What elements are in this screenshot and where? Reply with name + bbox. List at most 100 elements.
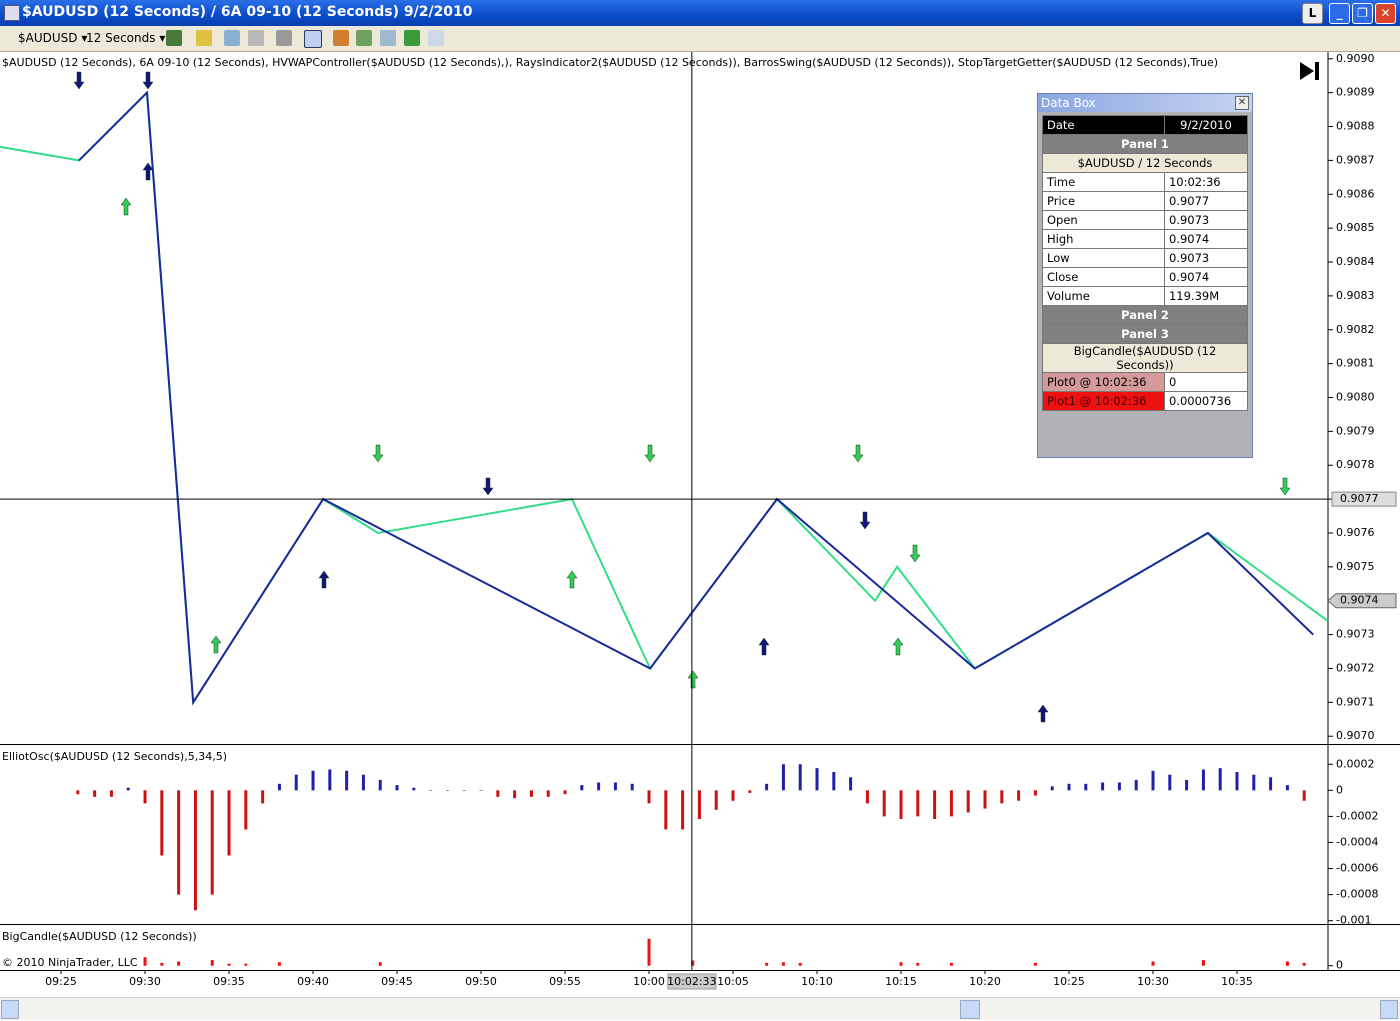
signal-arrow (318, 570, 330, 589)
bar (261, 790, 265, 804)
go-to-end-button[interactable] (1300, 62, 1319, 80)
orders-button[interactable] (404, 30, 420, 46)
panel-title: $AUDUSD (12 Seconds), 6A 09-10 (12 Secon… (2, 56, 1218, 69)
last-price-marker (1327, 593, 1397, 609)
y-tick-label: 0.9072 (1336, 661, 1375, 674)
close-button[interactable]: ✕ (1375, 3, 1396, 24)
field-label: Plot0 @ 10:02:36 (1042, 372, 1165, 392)
date-value: 9/2/2010 (1163, 115, 1249, 135)
bar (613, 782, 617, 791)
field-label: Low (1042, 248, 1165, 268)
bar (1235, 772, 1239, 791)
bar (496, 790, 500, 797)
bar (1285, 785, 1289, 791)
bar (1201, 769, 1205, 791)
bar (479, 790, 483, 791)
bar (798, 962, 802, 966)
bar (664, 790, 668, 830)
bar (765, 783, 769, 791)
databox-button[interactable] (304, 30, 322, 48)
bar (1067, 783, 1071, 791)
crosshair-price-box (1331, 491, 1397, 507)
bar (93, 790, 97, 797)
bar (378, 962, 382, 966)
data-box-table: Date 9/2/2010 Panel 1 $AUDUSD / 12 Second… (1042, 115, 1249, 411)
bar (160, 962, 164, 966)
bar (328, 769, 332, 791)
bar (647, 938, 651, 966)
instrument-dropdown[interactable]: $AUDUSD ▾ (18, 31, 88, 45)
panel-title: BigCandle($AUDUSD (12 Seconds)) (2, 930, 197, 943)
properties-button[interactable] (380, 30, 396, 46)
bar (580, 785, 584, 791)
bar (1269, 777, 1273, 791)
bar (1101, 782, 1105, 791)
bar (832, 772, 836, 791)
bar (983, 790, 987, 809)
bar (76, 790, 80, 795)
x-tick-label: 10:05 (717, 975, 749, 988)
bar (429, 790, 433, 791)
y-tick-label: 0.9089 (1336, 86, 1375, 99)
y-tick-label: -0.0006 (1336, 862, 1378, 875)
link-button[interactable]: L (1302, 3, 1323, 24)
y-tick-label: 0.9075 (1336, 560, 1375, 573)
bar (916, 962, 920, 966)
bar (244, 790, 248, 830)
bar (109, 790, 113, 797)
interval-dropdown[interactable]: 12 Seconds ▾ (86, 31, 166, 45)
panel-header: Panel 1 (1042, 134, 1248, 154)
y-tick-label: 0.9088 (1336, 120, 1375, 133)
signal-arrow (120, 197, 132, 216)
field-value: 0.9077 (1163, 191, 1249, 211)
zoom-in-button[interactable] (224, 30, 240, 46)
field-value: 0.9073 (1163, 248, 1249, 268)
field-value: 0.0000736 (1163, 391, 1249, 411)
zoom-out-button[interactable] (248, 30, 264, 46)
crosshair-button[interactable] (276, 30, 292, 46)
bar (630, 783, 634, 791)
signal-arrow (852, 444, 864, 463)
chart-style-button[interactable] (166, 30, 182, 46)
signal-arrow (892, 637, 904, 656)
bar (697, 790, 701, 820)
y-tick-label: 0 (1336, 959, 1343, 972)
bar (765, 962, 769, 966)
bar (597, 782, 601, 791)
signal-arrow (210, 635, 222, 654)
bar (177, 961, 181, 966)
bar (781, 764, 785, 791)
bar (311, 770, 315, 791)
signal-arrow (758, 637, 770, 656)
x-tick-label: 09:35 (213, 975, 245, 988)
bar (849, 777, 853, 791)
x-tick-label: 09:40 (297, 975, 329, 988)
bar (949, 962, 953, 966)
x-tick-label: 09:45 (381, 975, 413, 988)
bar (882, 790, 886, 817)
scrollbar[interactable] (0, 997, 1400, 1020)
templates-button[interactable] (428, 30, 444, 46)
indicators-button[interactable] (333, 30, 349, 46)
toolbar: $AUDUSD ▾ 12 Seconds ▾ (0, 26, 1400, 52)
y-tick-label: 0.9070 (1336, 729, 1375, 742)
data-box-close[interactable]: ✕ (1235, 96, 1249, 110)
minimize-button[interactable]: _ (1329, 3, 1350, 24)
series-label: $AUDUSD / 12 Seconds (1042, 153, 1248, 173)
bar (916, 790, 920, 817)
crosshair-time-box (667, 973, 717, 990)
scroll-right[interactable] (1380, 1000, 1398, 1019)
scroll-thumb[interactable] (960, 1000, 980, 1019)
crosshair-time: 10:02:33 (667, 975, 716, 988)
crosshair-price: 0.9077 (1340, 492, 1379, 505)
panel-title: ElliotOsc($AUDUSD (12 Seconds),5,34,5) (2, 750, 227, 763)
scroll-left[interactable] (1, 1000, 19, 1019)
x-tick-label: 10:00 (633, 975, 665, 988)
bar (227, 790, 231, 856)
maximize-button[interactable]: ❐ (1352, 3, 1373, 24)
bar (1134, 779, 1138, 791)
drawing-tool-button[interactable] (196, 30, 212, 46)
strategies-button[interactable] (356, 30, 372, 46)
field-label: Volume (1042, 286, 1165, 306)
bar (899, 790, 903, 820)
